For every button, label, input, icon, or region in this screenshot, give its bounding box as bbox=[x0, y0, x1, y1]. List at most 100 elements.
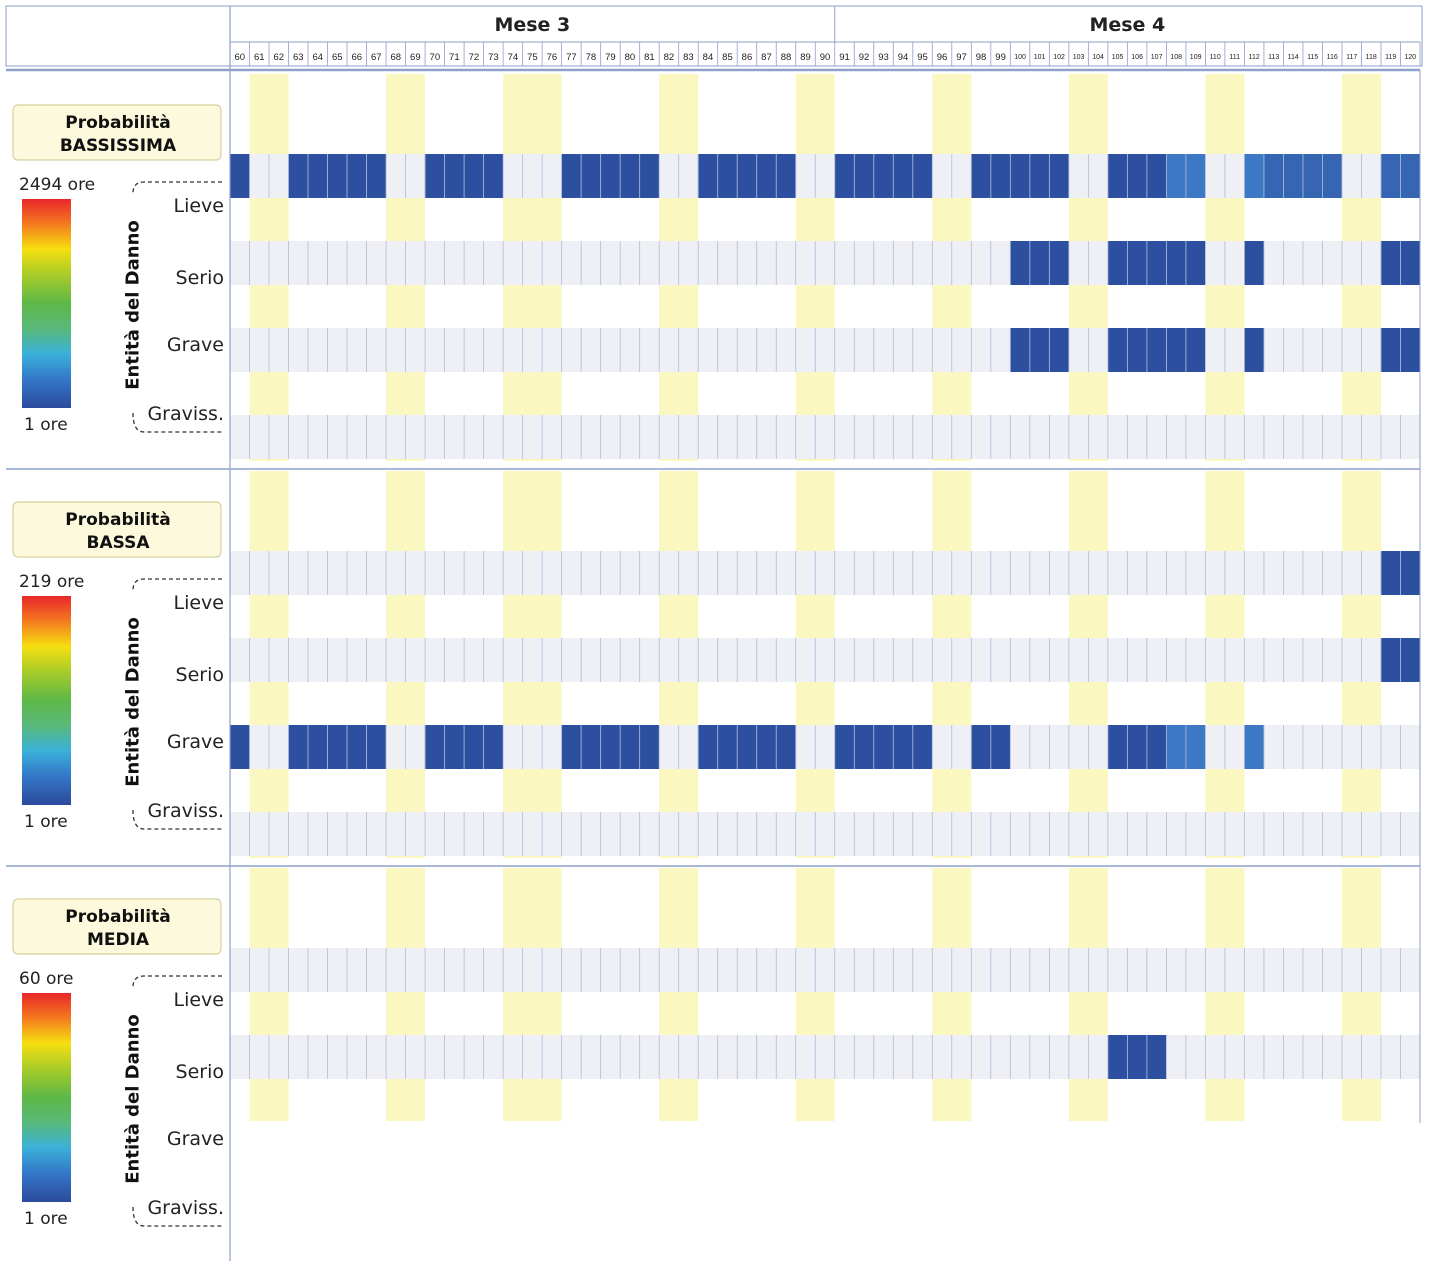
heat-cell bbox=[327, 154, 348, 198]
heat-cell bbox=[1400, 328, 1420, 372]
heat-cell bbox=[912, 725, 933, 769]
day-label: 105 bbox=[1112, 54, 1124, 61]
heat-cell bbox=[366, 154, 387, 198]
weekend-stripe bbox=[1361, 868, 1381, 1121]
heat-cell bbox=[1127, 328, 1147, 372]
row-band bbox=[230, 812, 1420, 856]
heat-cell bbox=[1146, 241, 1167, 285]
day-label: 75 bbox=[527, 52, 538, 63]
heat-cell bbox=[873, 154, 894, 198]
day-label: 67 bbox=[371, 52, 382, 63]
heat-cell bbox=[1322, 154, 1342, 198]
weekend-stripe bbox=[386, 868, 406, 1121]
day-label: 103 bbox=[1073, 54, 1085, 61]
heat-cell bbox=[444, 725, 465, 769]
color-scale-bar bbox=[22, 199, 71, 408]
heat-cell bbox=[561, 154, 582, 198]
heat-cell bbox=[444, 154, 465, 198]
heat-cell bbox=[1166, 725, 1186, 769]
heat-cell bbox=[1107, 725, 1128, 769]
time-header: Mese 3 Mese 4 60 61 62 63 64 65 66 67 68 69 70 71 72 73… bbox=[5, 5, 1423, 1261]
severity-axis-label: Entità del Danno bbox=[123, 1014, 144, 1184]
weekend-stripe bbox=[659, 868, 679, 1121]
heat-cell bbox=[1107, 241, 1128, 285]
heat-cell bbox=[288, 154, 309, 198]
heat-cell bbox=[1146, 1035, 1167, 1079]
heat-cell bbox=[834, 154, 855, 198]
heat-cell bbox=[776, 725, 796, 769]
heat-cell bbox=[737, 725, 757, 769]
row-band bbox=[230, 551, 1420, 595]
severity-label: Graviss. bbox=[147, 800, 224, 822]
row-band bbox=[230, 328, 1420, 372]
day-label: 102 bbox=[1053, 54, 1065, 61]
heat-cell bbox=[1244, 328, 1264, 372]
day-label: 99 bbox=[995, 52, 1006, 63]
probability-label: Probabilità bbox=[65, 113, 170, 133]
severity-label: Lieve bbox=[174, 195, 225, 217]
day-label: 97 bbox=[956, 52, 967, 63]
heat-cell bbox=[1127, 725, 1147, 769]
heat-cell bbox=[1146, 725, 1167, 769]
day-label: 113 bbox=[1268, 54, 1279, 61]
heat-cell bbox=[873, 725, 894, 769]
heat-cell bbox=[1166, 328, 1186, 372]
heat-cell bbox=[1127, 1035, 1147, 1079]
legend-max-label: 219 ore bbox=[19, 572, 84, 592]
day-label: 116 bbox=[1327, 54, 1338, 61]
heat-cell bbox=[483, 154, 504, 198]
heat-cell bbox=[1302, 154, 1323, 198]
severity-label: Grave bbox=[167, 334, 224, 356]
weekend-stripe bbox=[249, 868, 270, 1121]
color-scale-bar bbox=[22, 993, 71, 1202]
heat-cell bbox=[620, 154, 640, 198]
heat-cell bbox=[971, 725, 991, 769]
heat-cell bbox=[717, 725, 738, 769]
day-label: 63 bbox=[293, 52, 304, 63]
day-label: 83 bbox=[683, 52, 694, 63]
heat-cell bbox=[620, 725, 640, 769]
heat-cell bbox=[1107, 1035, 1128, 1079]
row-band bbox=[230, 948, 1420, 992]
day-label: 104 bbox=[1092, 54, 1104, 61]
day-label: 88 bbox=[781, 52, 792, 63]
day-label: 68 bbox=[391, 52, 402, 63]
heat-cell bbox=[483, 725, 504, 769]
heat-cell bbox=[698, 725, 718, 769]
row-band bbox=[230, 638, 1420, 682]
heat-cell bbox=[1244, 154, 1264, 198]
severity-label: Serio bbox=[176, 267, 224, 289]
legend-min-label: 1 ore bbox=[24, 812, 68, 832]
day-label: 98 bbox=[976, 52, 987, 63]
day-label: 73 bbox=[488, 52, 499, 63]
heat-cell bbox=[1029, 154, 1050, 198]
day-label: 108 bbox=[1170, 54, 1182, 61]
severity-axis-label: Entità del Danno bbox=[123, 220, 144, 390]
day-label: 110 bbox=[1210, 54, 1221, 61]
heat-cell bbox=[854, 725, 874, 769]
heat-cell bbox=[600, 725, 621, 769]
day-label: 64 bbox=[312, 52, 323, 63]
heat-cell bbox=[1380, 154, 1401, 198]
day-label: 84 bbox=[703, 52, 714, 63]
heat-cell bbox=[1244, 725, 1264, 769]
heat-cell bbox=[1010, 328, 1030, 372]
heat-cell bbox=[308, 154, 328, 198]
legend-max-label: 2494 ore bbox=[19, 175, 95, 195]
heat-cell bbox=[834, 725, 855, 769]
heat-cell bbox=[1107, 328, 1128, 372]
probability-label: Probabilità bbox=[65, 907, 170, 927]
heat-cell bbox=[1146, 328, 1167, 372]
severity-label: Lieve bbox=[174, 989, 225, 1011]
heat-cell bbox=[581, 154, 601, 198]
weekend-stripe bbox=[678, 868, 699, 1121]
day-label: 60 bbox=[234, 52, 245, 63]
weekend-stripe bbox=[1088, 868, 1108, 1121]
heat-cell bbox=[464, 725, 484, 769]
day-label: 62 bbox=[273, 52, 284, 63]
row-band bbox=[230, 415, 1420, 459]
day-label: 77 bbox=[566, 52, 577, 63]
heat-cell bbox=[1380, 328, 1401, 372]
day-label: 74 bbox=[508, 52, 519, 63]
